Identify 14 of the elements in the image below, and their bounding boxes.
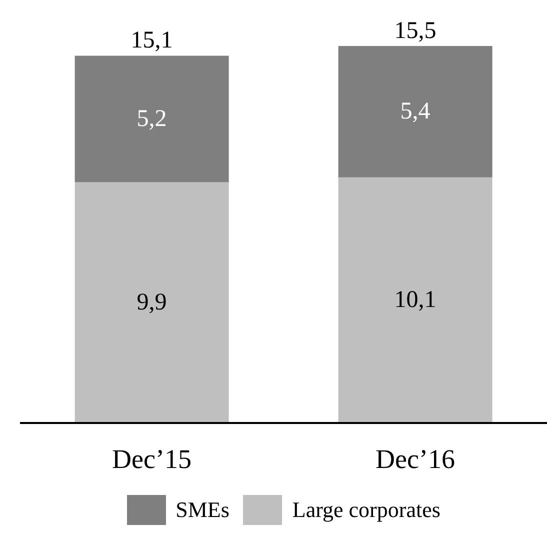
x-tick-label: Dec’15 <box>112 444 192 474</box>
total-label: 15,5 <box>394 18 436 44</box>
data-label: 10,1 <box>394 287 436 314</box>
legend-label: Large corporates <box>292 497 440 523</box>
bar <box>74 56 229 182</box>
bar <box>338 177 492 423</box>
x-tick-label: Dec’16 <box>376 444 455 474</box>
legend-label: SMEs <box>176 497 230 523</box>
bar <box>338 46 492 178</box>
total-label: 15,1 <box>130 28 173 54</box>
data-label: 9,9 <box>136 290 167 316</box>
bar <box>74 182 229 423</box>
data-label: 5,2 <box>136 106 167 132</box>
data-label: 5,4 <box>400 98 430 125</box>
